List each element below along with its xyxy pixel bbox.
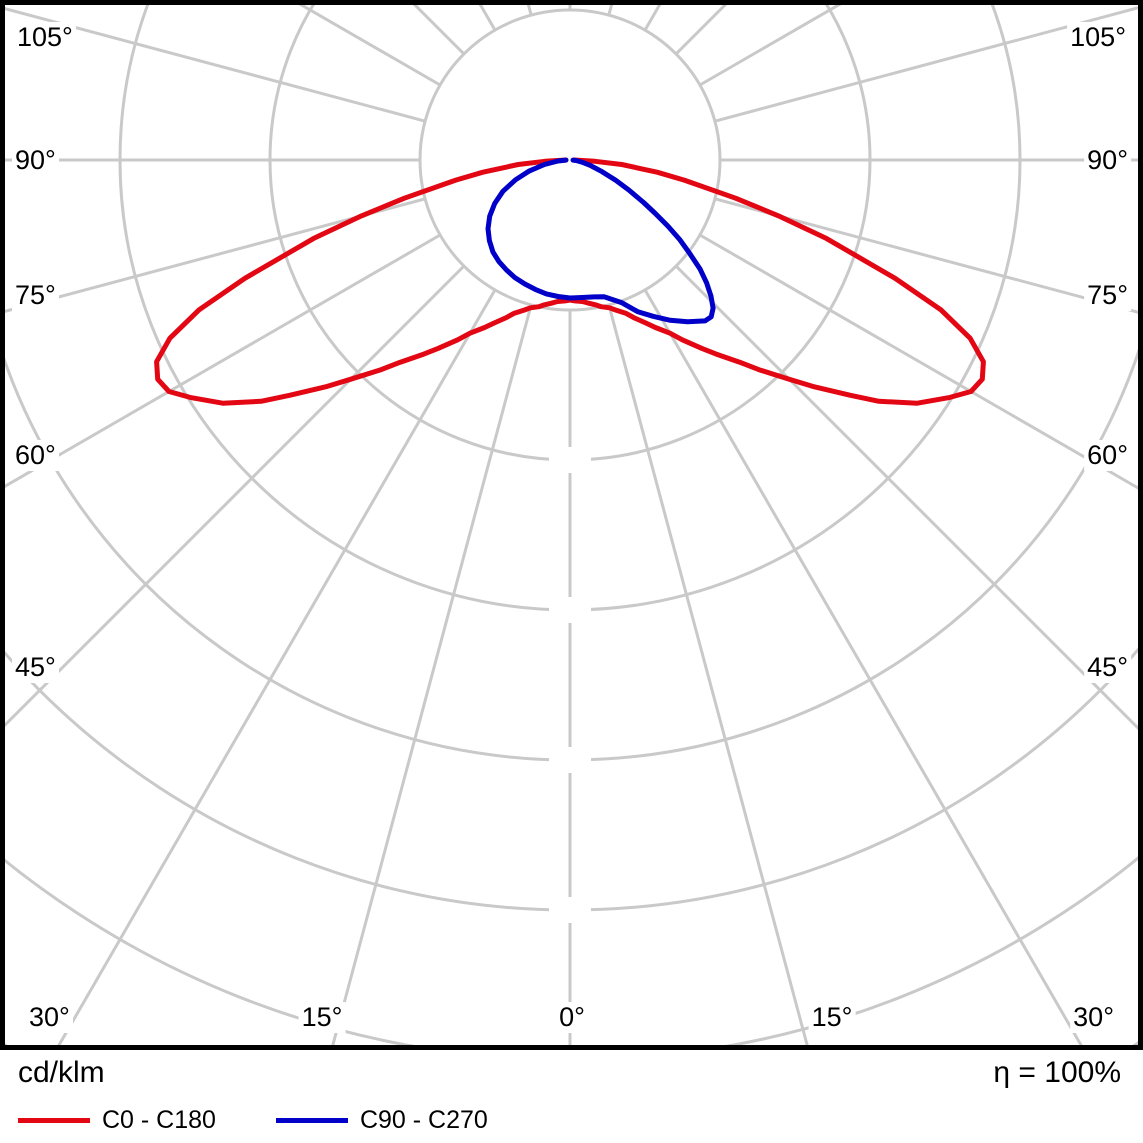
grid-radial-line [0, 197, 426, 315]
angle-label: 15° [808, 1002, 856, 1034]
angle-label: 15° [298, 1002, 346, 1034]
angle-label: 75° [1084, 280, 1131, 312]
footer-row: cd/klm η = 100% [18, 1056, 1121, 1090]
grid-radial-line [699, 233, 1143, 493]
chart-legend: C0 - C180 C90 - C270 [18, 1106, 488, 1135]
legend-item-c0-c180: C0 - C180 [18, 1106, 216, 1135]
axis-label-mask [549, 747, 591, 773]
grid-radial-line [54, 289, 497, 1050]
angle-label: 90° [1084, 145, 1131, 177]
angle-label: 60° [12, 440, 59, 472]
chart-footer: cd/klm η = 100% C0 - C180 C90 - C270 [0, 1050, 1143, 1143]
angle-label: 105° [14, 22, 76, 54]
angle-label: 60° [1084, 440, 1131, 472]
axis-label-mask [549, 597, 591, 623]
grid-radial-line [0, 233, 441, 491]
axis-label-mask [549, 897, 591, 923]
axis-label-mask [549, 447, 591, 473]
legend-item-c90-c270: C90 - C270 [275, 1106, 488, 1135]
angle-label: 75° [12, 280, 59, 312]
angle-label: 30° [1070, 1002, 1117, 1034]
angle-label: 90° [12, 145, 59, 177]
grid-radial-line [329, 304, 533, 1050]
angle-label: 30° [26, 1002, 73, 1034]
chart-border [0, 0, 1143, 1050]
grid-radial-line [0, 265, 465, 733]
legend-label-c0-c180: C0 - C180 [102, 1106, 216, 1134]
grid-radial-line [607, 304, 811, 1050]
grid-ring [418, 8, 722, 312]
grid-radial-line [643, 289, 1086, 1050]
grid-radial-line [0, 5, 426, 123]
angle-label: 0° [556, 1002, 588, 1034]
unit-label: cd/klm [18, 1056, 105, 1089]
angle-label: 105° [1067, 22, 1129, 54]
legend-line-blue [275, 1118, 348, 1123]
polar-grid [0, 0, 1143, 1050]
polar-chart-area: 105° 90° 75° 60° 45° 30° 15° 0° 15° 30° 45° 60° 75° 9… [0, 0, 1143, 1050]
grid-radial-line [714, 4, 1143, 123]
grid-radial-line [714, 197, 1143, 316]
curve-c90-c270 [485, 157, 716, 325]
legend-line-red [18, 1118, 90, 1123]
efficiency-label: η = 100% [993, 1056, 1121, 1089]
angle-label: 45° [12, 652, 59, 684]
polar-chart-svg [0, 0, 1143, 1050]
grid-radial-line [675, 265, 1143, 736]
angle-label: 45° [1084, 652, 1131, 684]
legend-label-c90-c270: C90 - C270 [359, 1106, 488, 1134]
